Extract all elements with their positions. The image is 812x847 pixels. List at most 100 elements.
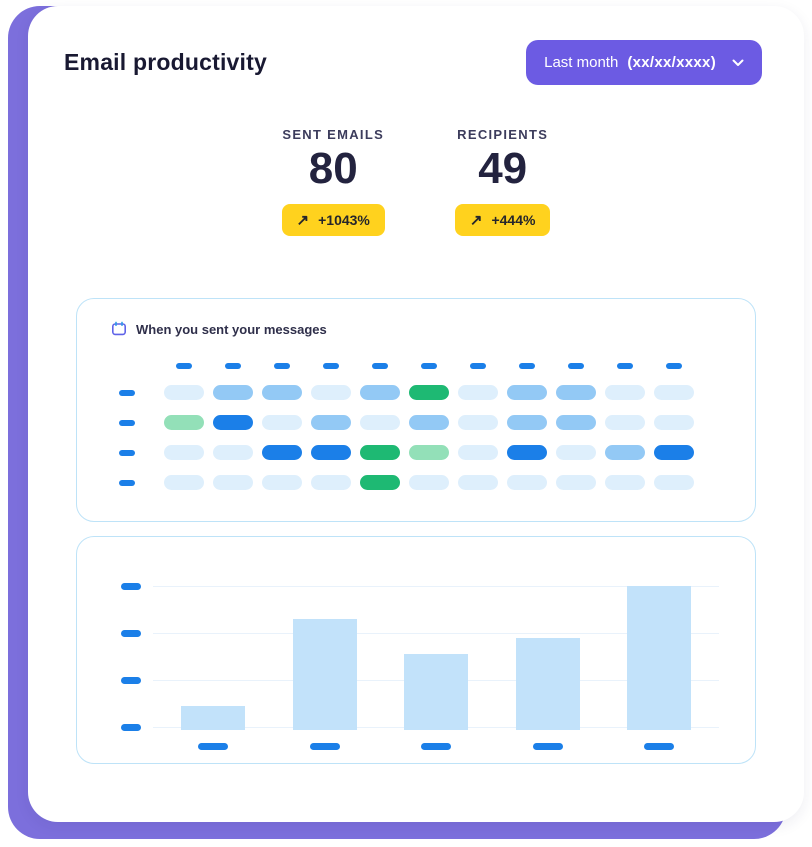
heatmap-cell bbox=[605, 475, 645, 491]
bar bbox=[404, 653, 468, 731]
heatmap-cell bbox=[311, 475, 351, 491]
row-label-dash bbox=[119, 419, 135, 426]
heatmap-cell bbox=[605, 385, 645, 401]
bars bbox=[153, 586, 719, 731]
chevron-down-icon bbox=[732, 59, 744, 66]
heatmap-row bbox=[119, 385, 755, 401]
heatmap-cell bbox=[654, 475, 694, 491]
heatmap-row bbox=[119, 475, 755, 491]
trend-delta: +1043% bbox=[318, 212, 370, 229]
heatmap-cell bbox=[507, 415, 547, 431]
row-label-dash bbox=[119, 389, 135, 396]
card-header: Email productivity Last month (xx/xx/xxx… bbox=[28, 6, 804, 85]
column-label-dash bbox=[311, 363, 351, 370]
x-tick-dash bbox=[532, 743, 563, 751]
bar bbox=[627, 586, 691, 731]
gridline bbox=[153, 633, 719, 635]
heatmap-cell bbox=[311, 385, 351, 401]
heatmap-cell bbox=[507, 385, 547, 401]
dashboard-card: Email productivity Last month (xx/xx/xxx… bbox=[28, 6, 804, 822]
x-tick-dash bbox=[421, 743, 451, 751]
y-tick-dash bbox=[121, 630, 141, 638]
stat-label: RECIPIENTS bbox=[457, 127, 549, 142]
heatmap-cell bbox=[654, 415, 694, 431]
stat-sent-emails: SENT EMAILS 80 ↗ +1043% bbox=[281, 127, 385, 237]
period-value: (xx/xx/xxxx) bbox=[627, 54, 716, 71]
column-label-dash bbox=[458, 363, 498, 370]
heatmap-cell bbox=[458, 475, 498, 491]
heatmap-cell bbox=[262, 475, 302, 491]
heatmap-header: When you sent your messages bbox=[77, 321, 755, 337]
heatmap-cell bbox=[213, 445, 253, 461]
heatmap-cell bbox=[360, 385, 400, 401]
heatmap-cell bbox=[213, 475, 253, 491]
heatmap-title: When you sent your messages bbox=[136, 321, 327, 337]
heatmap-cell bbox=[458, 445, 498, 461]
column-label-dash bbox=[213, 363, 253, 370]
heatmap-cell bbox=[164, 385, 204, 401]
stats: SENT EMAILS 80 ↗ +1043% RECIPIENTS 49 ↗ … bbox=[28, 127, 804, 237]
heatmap-cell bbox=[409, 415, 449, 431]
column-label-dash bbox=[409, 363, 449, 370]
bar-chart-card bbox=[76, 536, 756, 765]
heatmap-column-headers bbox=[164, 363, 755, 370]
y-tick-dash bbox=[121, 583, 141, 591]
heatmap-cell bbox=[507, 445, 547, 461]
trend-up-icon: ↗ bbox=[469, 211, 483, 229]
trend-up-icon: ↗ bbox=[296, 211, 310, 229]
column-label-dash bbox=[262, 363, 302, 370]
stat-label: SENT EMAILS bbox=[282, 127, 385, 142]
x-tick-dash bbox=[644, 743, 674, 751]
heatmap-cell bbox=[311, 415, 351, 431]
heatmap-cell bbox=[654, 445, 694, 461]
heatmap-cell bbox=[654, 385, 694, 401]
heatmap-cell bbox=[164, 445, 204, 461]
column-label-dash bbox=[605, 363, 645, 370]
column-label-dash bbox=[654, 363, 694, 370]
heatmap-cell bbox=[556, 475, 596, 491]
heatmap-cell bbox=[409, 445, 449, 461]
heatmap-cell bbox=[164, 415, 204, 431]
heatmap-cell bbox=[213, 385, 253, 401]
heatmap-cell bbox=[360, 475, 400, 491]
heatmap-row bbox=[119, 415, 755, 431]
stat-recipients: RECIPIENTS 49 ↗ +444% bbox=[454, 127, 551, 237]
trend-delta: +444% bbox=[491, 212, 536, 229]
heatmap-cell bbox=[458, 385, 498, 401]
x-tick-dash bbox=[309, 743, 340, 751]
heatmap-cell bbox=[458, 415, 498, 431]
heatmap-cell bbox=[409, 385, 449, 401]
heatmap-row bbox=[119, 445, 755, 461]
column-label-dash bbox=[164, 363, 204, 370]
heatmap-cell bbox=[556, 415, 596, 431]
heatmap-cell bbox=[262, 415, 302, 431]
x-tick-dash bbox=[198, 743, 228, 751]
heatmap-cell bbox=[507, 475, 547, 491]
heatmap-cell bbox=[164, 475, 204, 491]
y-tick-dash bbox=[121, 724, 141, 732]
heatmap-cell bbox=[360, 445, 400, 461]
heatmap-cell bbox=[409, 475, 449, 491]
period-dropdown[interactable]: Last month (xx/xx/xxxx) bbox=[526, 40, 762, 85]
heatmap-cell bbox=[213, 415, 253, 431]
heatmap-cell bbox=[262, 385, 302, 401]
bar bbox=[181, 705, 245, 731]
gridline bbox=[153, 586, 719, 588]
bar bbox=[515, 638, 580, 731]
stat-value: 49 bbox=[478, 144, 528, 193]
heatmap-cell bbox=[311, 445, 351, 461]
heatmap-cell bbox=[360, 415, 400, 431]
row-label-dash bbox=[119, 449, 135, 456]
column-label-dash bbox=[556, 363, 596, 370]
heatmap-cell bbox=[556, 385, 596, 401]
column-label-dash bbox=[507, 363, 547, 370]
stat-value: 80 bbox=[308, 144, 358, 193]
heatmap-cell bbox=[605, 415, 645, 431]
column-label-dash bbox=[360, 363, 400, 370]
heatmap-cell bbox=[262, 445, 302, 461]
period-label: Last month bbox=[544, 54, 619, 71]
x-axis-labels bbox=[153, 743, 719, 751]
page-title: Email productivity bbox=[64, 49, 267, 75]
y-axis-labels bbox=[121, 583, 141, 732]
